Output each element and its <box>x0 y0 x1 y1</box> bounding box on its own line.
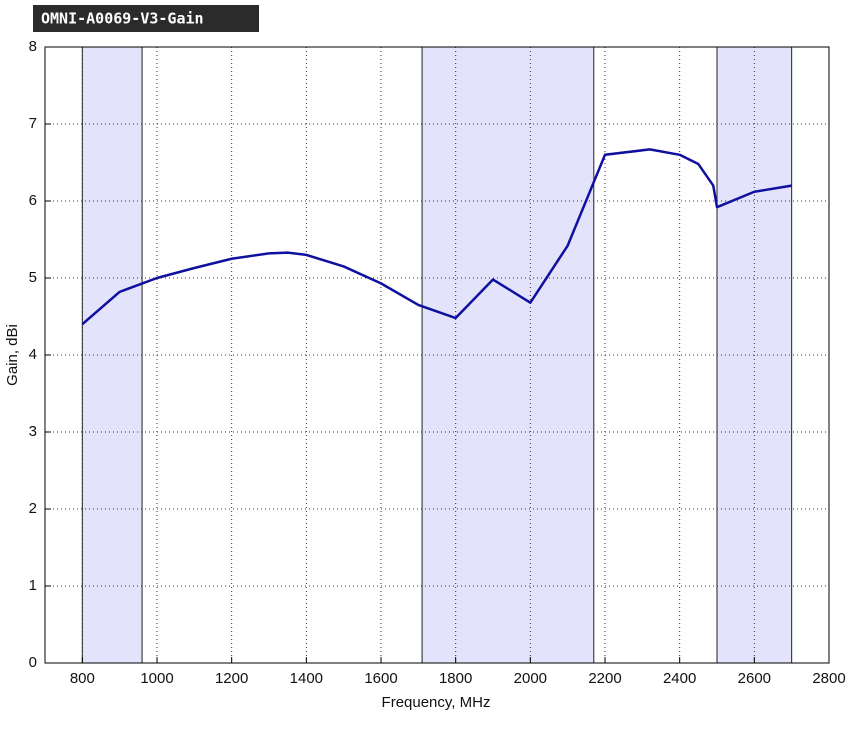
title-background <box>33 5 259 32</box>
x-tick-label: 1800 <box>439 670 472 687</box>
x-tick-label: 1600 <box>364 670 397 687</box>
y-tick-label: 0 <box>29 654 37 671</box>
y-tick-label: 8 <box>29 38 37 55</box>
y-tick-label: 5 <box>29 269 37 286</box>
y-tick-label: 3 <box>29 423 37 440</box>
x-tick-label: 2400 <box>663 670 696 687</box>
band <box>421 46 595 664</box>
y-tick-label: 1 <box>29 577 37 594</box>
y-tick-label: 2 <box>29 500 37 517</box>
x-tick-label: 1200 <box>215 670 248 687</box>
x-tick-label: 2600 <box>738 670 771 687</box>
plot-frame <box>44 46 830 664</box>
y-axis-label: Gain, dBi <box>4 324 21 386</box>
x-tick-label: 800 <box>70 670 95 687</box>
x-axis-label: Frequency, MHz <box>382 694 491 711</box>
x-tick-label: 1000 <box>140 670 173 687</box>
data-line <box>81 148 792 326</box>
y-tick-label: 4 <box>29 346 37 363</box>
chart-title: OMNI-A0069-V3-Gain <box>41 10 204 28</box>
title-badge: OMNI-A0069-V3-Gain <box>33 5 259 32</box>
y-tick-label: 7 <box>29 115 37 132</box>
y-tick-label: 6 <box>29 192 37 209</box>
x-tick-label: 1400 <box>290 670 323 687</box>
band <box>81 46 143 664</box>
x-tick-label: 2200 <box>588 670 621 687</box>
x-tick-label: 2800 <box>812 670 845 687</box>
x-tick-label: 2000 <box>514 670 547 687</box>
